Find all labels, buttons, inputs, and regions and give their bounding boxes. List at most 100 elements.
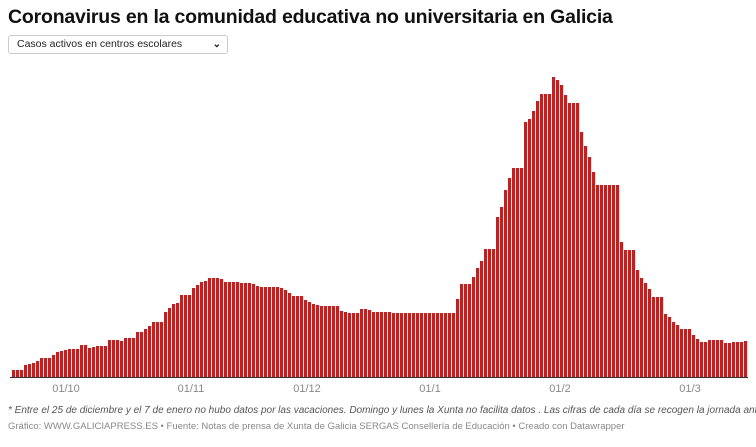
bar [364,309,368,377]
bar [576,103,580,377]
bar [200,282,204,377]
bar [212,278,216,377]
bar [372,312,376,377]
bar [140,332,144,377]
bar [612,185,616,377]
bar [276,287,280,377]
bar [112,340,116,377]
bar [332,306,336,377]
bar [84,345,88,377]
source-credit: Gráfico: WWW.GALICIAPRESS.ES • Fuente: N… [8,421,625,432]
bar [624,250,628,377]
bar [424,313,428,377]
bar [288,293,292,377]
bar [228,282,232,377]
bar [708,340,712,377]
chevron-down-icon: ⌄ [212,39,221,50]
bar [648,289,652,377]
bar [636,270,640,377]
bar [164,312,168,377]
bar [120,341,124,377]
bar [692,335,696,377]
bar [400,313,404,377]
bar [444,313,448,377]
bar [716,340,720,377]
bar [524,122,528,377]
bar [552,77,556,377]
bar [644,283,648,377]
bar [584,146,588,377]
bar [36,361,40,377]
bar [312,304,316,377]
bar [144,329,148,377]
bar [300,296,304,377]
bar [556,80,560,377]
bar [308,302,312,377]
bar [508,178,512,377]
bar [376,312,380,377]
bar [108,340,112,377]
bar [580,132,584,377]
bar [176,303,180,377]
bar [100,346,104,377]
bar [272,287,276,377]
bar [32,363,36,377]
bar [304,300,308,377]
bar [724,343,728,377]
bar [480,261,484,377]
bar [592,172,596,377]
bar [744,341,748,377]
bar [72,349,76,377]
bar [484,249,488,377]
bar [676,325,680,377]
bar [136,332,140,377]
bar [368,310,372,377]
bar [720,340,724,377]
x-tick-label: 01/3 [679,383,700,395]
bar [604,185,608,377]
bar [160,322,164,377]
bar [492,249,496,377]
bar [660,297,664,377]
bar [696,339,700,377]
bar [672,322,676,377]
bar [388,312,392,377]
bar [208,278,212,377]
chart-title: Coronavirus en la comunidad educativa no… [8,6,613,28]
bar [192,288,196,377]
bar [688,329,692,377]
series-select[interactable]: Casos activos en centros escolares ⌄ [8,35,228,54]
bar [632,250,636,377]
bar [260,287,264,377]
bar [68,349,72,377]
bar [248,283,252,377]
bar [104,346,108,377]
bar [704,342,708,377]
bar [292,296,296,377]
bar [600,185,604,377]
bar [664,314,668,377]
bar [16,370,20,377]
bar [656,297,660,377]
bar [432,313,436,377]
x-tick-label: 01/11 [178,383,205,395]
bar [320,306,324,377]
bar [652,297,656,377]
bar [152,322,156,377]
bar [232,282,236,377]
bar-chart: 01/10 01/11 01/12 01/1 01/2 01/3 [10,77,748,395]
bar [148,326,152,377]
bar [52,355,56,377]
bar [496,217,500,377]
bar [680,329,684,377]
bar [352,313,356,377]
bar [24,365,28,377]
x-tick-label: 01/2 [549,383,570,395]
bar [420,313,424,377]
bar [76,349,80,377]
bar [280,288,284,377]
bar [548,94,552,377]
bar [440,313,444,377]
bar [476,268,480,377]
x-tick-label: 01/12 [293,383,321,395]
